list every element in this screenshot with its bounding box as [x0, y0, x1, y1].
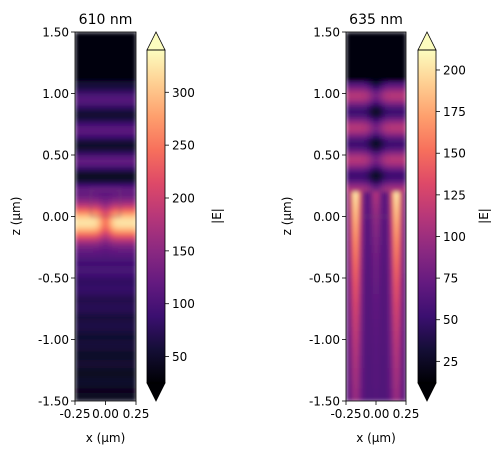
- y-tick-label: 1.00: [313, 87, 340, 101]
- y-tick-label: -1.50: [309, 395, 340, 409]
- y-tick-label: -0.50: [38, 272, 69, 286]
- y-tick-label: 0.00: [313, 210, 340, 224]
- y-tick-label: -1.00: [309, 333, 340, 347]
- colorbar-tick-label: 150: [443, 147, 466, 161]
- x-axis-label-635nm: x (μm): [356, 431, 396, 445]
- x-axis-610nm: -0.25 0.00 0.25: [59, 401, 149, 421]
- x-axis-635nm: -0.25 0.00 0.25: [330, 401, 419, 421]
- colorbar-tick-label: 300: [172, 86, 195, 100]
- y-tick-label: 1.50: [42, 26, 69, 40]
- y-tick-label: 1.50: [313, 26, 340, 40]
- heatmap-610nm: [75, 32, 136, 401]
- y-tick-label: -0.50: [309, 272, 340, 286]
- x-tick-label: 0.25: [393, 407, 420, 421]
- x-tick-label: -0.25: [330, 407, 361, 421]
- colorbar-tick-label: 50: [172, 350, 187, 364]
- y-tick-label: 1.00: [42, 87, 69, 101]
- colorbar-tick-label: 75: [443, 272, 458, 286]
- y-tick-label: 0.50: [42, 149, 69, 163]
- title-610nm: 610 nm: [79, 12, 133, 28]
- colorbar-extend-min-635nm: [417, 382, 437, 402]
- y-axis-635nm: -1.50 -1.00 -0.50 0.00 0.50 1.00 1.50: [309, 26, 346, 409]
- colorbar-extend-max-635nm: [417, 31, 437, 51]
- y-axis-label-610nm: z (μm): [9, 197, 23, 236]
- colorbar-tick-label: 250: [172, 139, 195, 153]
- colorbar-tick-label: 100: [172, 297, 195, 311]
- colorbar-tick-label: 200: [443, 63, 466, 77]
- x-tick-label: 0.25: [123, 407, 150, 421]
- colorbar-gradient-610nm: [147, 50, 165, 383]
- colorbar-tick-label: 150: [172, 244, 195, 258]
- colorbar-label-610nm: |E|: [210, 208, 224, 224]
- colorbar-tick-label: 25: [443, 355, 458, 369]
- y-tick-label: -1.50: [38, 395, 69, 409]
- heatmap-635nm: [346, 32, 406, 401]
- colorbar-tick-label: 200: [172, 192, 195, 206]
- y-axis-label-635nm: z (μm): [280, 197, 294, 236]
- colorbar-tick-label: 50: [443, 313, 458, 327]
- y-tick-label: 0.50: [313, 149, 340, 163]
- colorbar-tick-label: 175: [443, 105, 466, 119]
- title-635nm: 635 nm: [349, 12, 403, 28]
- x-tick-label: 0.00: [363, 407, 390, 421]
- colorbar-extend-max-610nm: [146, 31, 166, 51]
- y-tick-label: 0.00: [42, 210, 69, 224]
- colorbar-tick-label: 125: [443, 188, 466, 202]
- y-axis-610nm: -1.50 -1.00 -0.50 0.00 0.50 1.00 1.50: [38, 26, 75, 409]
- x-tick-label: 0.00: [92, 407, 119, 421]
- panel-635nm: -1.50-1.00-0.500.000.501.001.50 -0.25 0.0…: [280, 12, 491, 445]
- colorbar-label-635nm: |E|: [477, 208, 491, 224]
- colorbar-gradient-635nm: [418, 50, 436, 383]
- colorbar-extend-min-610nm: [146, 382, 166, 402]
- panel-610nm: -1.50-1.00-0.500.000.501.001.50 -0.25 0.0…: [9, 12, 224, 445]
- y-tick-label: -1.00: [38, 333, 69, 347]
- colorbar-tick-label: 100: [443, 230, 466, 244]
- colorbar-610nm: 50 100 150 200 250 300 |E|: [146, 31, 224, 402]
- x-tick-label: -0.25: [59, 407, 90, 421]
- colorbar-635nm: 25 50 75 100 125 150 175 200 |E|: [417, 31, 491, 402]
- x-axis-label-610nm: x (μm): [86, 431, 126, 445]
